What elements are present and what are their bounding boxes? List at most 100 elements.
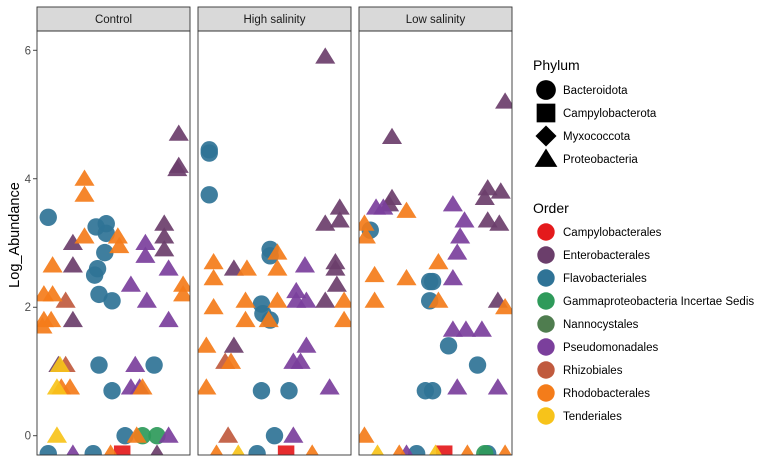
data-point (145, 356, 163, 374)
facet-points (359, 92, 512, 455)
data-point (132, 378, 153, 395)
y-tick-label: 2 (25, 302, 31, 314)
y-tick-label: 4 (25, 174, 32, 186)
legend-key-diamond (535, 125, 557, 147)
data-point (96, 243, 114, 262)
data-point (49, 355, 70, 373)
data-point (135, 233, 156, 250)
data-point (359, 426, 375, 443)
data-point (90, 356, 108, 374)
data-point (442, 269, 463, 286)
facet-points (198, 47, 351, 455)
data-point (203, 269, 224, 286)
data-point (223, 259, 244, 276)
data-point (158, 259, 179, 276)
legend-key-color (537, 338, 555, 356)
data-point (235, 310, 256, 328)
legend-key-color (537, 361, 555, 379)
data-point (167, 159, 188, 177)
data-point (74, 169, 95, 186)
data-point (173, 285, 190, 302)
data-point (447, 243, 468, 260)
data-point (198, 336, 217, 353)
data-point (103, 292, 121, 310)
data-point (200, 186, 218, 204)
data-point (329, 211, 350, 228)
data-point (39, 445, 57, 455)
data-point (277, 445, 295, 455)
legend-key-color (537, 246, 555, 264)
data-point (442, 195, 463, 212)
data-point (495, 92, 512, 109)
data-point (319, 378, 340, 395)
facet-strip-label: Low salinity (406, 14, 466, 26)
data-point (223, 336, 244, 353)
data-point (296, 336, 317, 353)
data-point (315, 47, 336, 64)
legend-key-color (537, 292, 555, 310)
data-point (455, 320, 476, 337)
data-point (326, 275, 347, 292)
data-point (235, 291, 256, 308)
data-point (468, 356, 487, 374)
data-point (315, 214, 336, 231)
data-point (477, 179, 498, 196)
data-point (97, 224, 115, 243)
legend-label: Gammaproteobacteria Incertae Sedis (563, 296, 754, 308)
facet-points (37, 124, 190, 455)
data-point (231, 444, 245, 455)
data-point (460, 444, 474, 455)
data-point (125, 355, 146, 373)
legend-label: Campylobacterales (563, 227, 662, 239)
data-point (439, 337, 458, 355)
data-point (42, 256, 63, 273)
data-point (107, 227, 128, 244)
data-point (267, 243, 288, 260)
facet-panel: Low salinity (358, 6, 513, 456)
data-point (428, 252, 449, 270)
facet-strip (36, 6, 191, 32)
data-point (454, 211, 475, 228)
legend: Phylum Bacteroidota Campylobacterota Myxoco… (533, 57, 754, 425)
data-point (104, 444, 118, 455)
data-point (203, 297, 224, 315)
data-point (200, 144, 218, 162)
data-point (286, 281, 307, 299)
legend-title-order: Order (533, 200, 569, 216)
data-point (290, 352, 311, 369)
legend-label: Tenderiales (563, 411, 622, 423)
data-point (46, 378, 67, 395)
data-point (154, 214, 175, 231)
data-point (209, 444, 224, 455)
legend-label: Flavobacteriales (563, 273, 647, 285)
data-point (370, 444, 385, 455)
legend-key-color (537, 384, 555, 402)
facet-border (358, 30, 513, 456)
data-point (392, 444, 406, 455)
data-point (252, 382, 271, 400)
legend-label: Nannocystales (563, 319, 639, 331)
y-axis: 0 2 4 6 (25, 45, 37, 443)
data-point (477, 211, 498, 228)
data-point (407, 445, 426, 455)
data-point (248, 445, 266, 455)
data-point (90, 285, 108, 304)
data-point (103, 382, 121, 400)
data-point (46, 426, 67, 443)
data-point (265, 427, 284, 445)
legend-key-square (536, 103, 556, 123)
data-point (136, 291, 157, 308)
facet-border (197, 30, 352, 456)
data-point (41, 310, 62, 328)
data-point (62, 310, 83, 328)
data-point (267, 291, 288, 308)
data-point (381, 127, 403, 144)
data-point (450, 227, 471, 244)
data-point (236, 259, 257, 276)
legend-key-color (537, 407, 555, 425)
data-point (158, 310, 179, 328)
data-point (198, 378, 217, 395)
legend-key-color (537, 223, 555, 241)
facet-panel: High salinity (197, 6, 352, 456)
